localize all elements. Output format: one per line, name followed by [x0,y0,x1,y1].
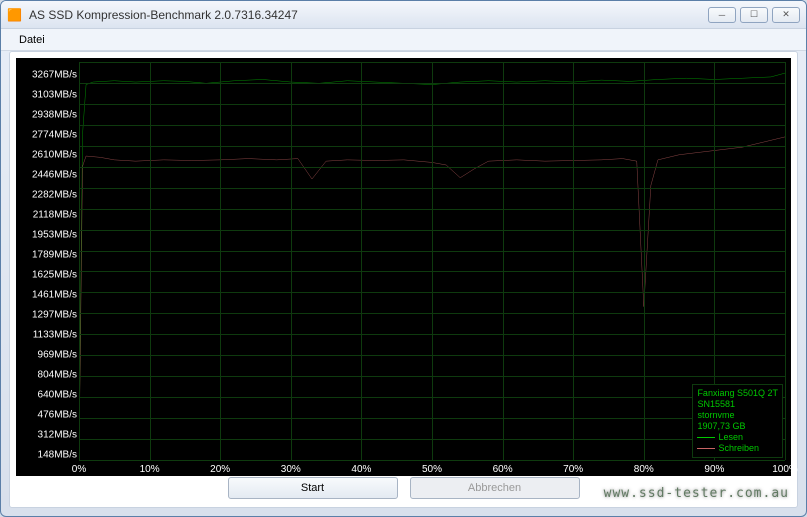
y-axis-labels: 3267MB/s 3103MB/s 2938MB/s 2774MB/s 2610MB/s… [22,58,79,476]
x-tick-label: 0% [72,464,86,475]
close-button[interactable]: ✕ [772,7,800,23]
legend-device-line2: SN15581 [697,399,778,410]
x-tick-label: 60% [493,464,513,475]
y-tick-label: 3103MB/s [32,89,77,100]
y-tick-label: 1953MB/s [32,229,77,240]
legend-read-row: Lesen [697,432,778,443]
x-tick-label: 100% [772,464,798,475]
menu-datei[interactable]: Datei [11,32,53,48]
button-row: Start Abbrechen [10,477,797,499]
app-window: 🟧 AS SSD Kompression-Benchmark 2.0.7316.… [0,0,807,517]
x-axis-labels: 0%10%20%30%40%50%60%70%80%90%100% [79,460,785,476]
content-panel: 3267MB/s 3103MB/s 2938MB/s 2774MB/s 2610MB/s… [9,51,798,508]
y-tick-label: 148MB/s [38,450,77,461]
x-tick-label: 90% [704,464,724,475]
cancel-button[interactable]: Abbrechen [410,477,580,499]
legend-write-row: Schreiben [697,443,778,454]
x-tick-label: 70% [563,464,583,475]
y-tick-label: 1461MB/s [32,289,77,300]
y-tick-label: 1297MB/s [32,309,77,320]
window-title: AS SSD Kompression-Benchmark 2.0.7316.34… [29,8,708,22]
y-tick-label: 2774MB/s [32,129,77,140]
y-tick-label: 1789MB/s [32,249,77,260]
y-tick-label: 2118MB/s [33,209,77,220]
legend-device-line4: 1907,73 GB [697,421,778,432]
x-tick-label: 40% [351,464,371,475]
x-tick-label: 50% [422,464,442,475]
y-tick-label: 2610MB/s [32,149,77,160]
maximize-button[interactable]: ☐ [740,7,768,23]
x-tick-label: 80% [634,464,654,475]
y-tick-label: 312MB/s [38,430,77,441]
y-tick-label: 2938MB/s [32,109,77,120]
chart-area: 3267MB/s 3103MB/s 2938MB/s 2774MB/s 2610MB/s… [16,58,791,476]
y-tick-label: 1133MB/s [33,329,77,340]
y-tick-label: 804MB/s [38,370,77,381]
titlebar: 🟧 AS SSD Kompression-Benchmark 2.0.7316.… [1,1,806,29]
start-button[interactable]: Start [228,477,398,499]
y-tick-label: 2446MB/s [32,169,77,180]
y-tick-label: 3267MB/s [32,69,77,80]
app-icon: 🟧 [7,7,23,23]
x-tick-label: 20% [210,464,230,475]
y-tick-label: 640MB/s [38,390,77,401]
x-tick-label: 10% [140,464,160,475]
chart-legend: Fanxiang S501Q 2T SN15581 stornvme 1907,… [692,384,783,458]
legend-write-line [697,448,715,450]
menubar: Datei [1,29,806,51]
y-tick-label: 1625MB/s [32,269,77,280]
minimize-button[interactable]: ─ [708,7,736,23]
x-tick-label: 30% [281,464,301,475]
legend-read-line [697,437,715,439]
y-tick-label: 2282MB/s [32,189,77,200]
legend-device-line1: Fanxiang S501Q 2T [697,388,778,399]
y-tick-label: 969MB/s [38,350,77,361]
y-tick-label: 476MB/s [38,410,77,421]
legend-read-label: Lesen [718,432,743,443]
chart-plot: Fanxiang S501Q 2T SN15581 stornvme 1907,… [79,62,785,460]
window-controls: ─ ☐ ✕ [708,7,800,23]
legend-device-line3: stornvme [697,410,778,421]
legend-write-label: Schreiben [718,443,759,454]
